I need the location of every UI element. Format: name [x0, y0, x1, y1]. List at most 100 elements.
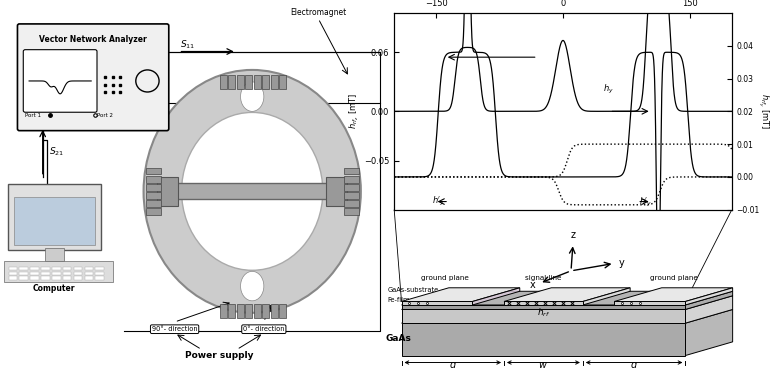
Ellipse shape: [182, 113, 323, 270]
Text: $g$: $g$: [630, 360, 638, 368]
Polygon shape: [401, 296, 733, 309]
Bar: [85, 267, 93, 270]
Text: signal line: signal line: [525, 275, 562, 280]
Bar: [19, 267, 28, 270]
Text: y: y: [618, 258, 624, 268]
Bar: [9, 276, 17, 280]
FancyBboxPatch shape: [23, 50, 97, 112]
Text: $h_y$: $h_y$: [604, 83, 615, 96]
Bar: [63, 276, 71, 280]
Bar: [8, 184, 101, 250]
Text: ground plane: ground plane: [421, 275, 469, 280]
Text: $S_{11}$: $S_{11}$: [180, 38, 196, 51]
Polygon shape: [401, 301, 473, 305]
Ellipse shape: [144, 70, 361, 313]
Polygon shape: [401, 288, 520, 301]
Bar: [95, 267, 104, 270]
Text: $h'_y$: $h'_y$: [639, 196, 653, 209]
Text: 0°- direction: 0°- direction: [243, 326, 285, 332]
Text: $h'_y$: $h'_y$: [432, 195, 445, 208]
Bar: [74, 272, 82, 275]
Bar: [146, 208, 161, 215]
Polygon shape: [583, 288, 630, 305]
Bar: [237, 75, 244, 89]
Bar: [228, 75, 235, 89]
Polygon shape: [685, 296, 733, 323]
Ellipse shape: [241, 271, 264, 301]
Bar: [220, 75, 227, 89]
Bar: [45, 248, 64, 261]
Bar: [345, 168, 359, 174]
Bar: [245, 304, 252, 318]
Bar: [13, 197, 95, 245]
Bar: [157, 177, 178, 206]
Bar: [345, 184, 359, 191]
Polygon shape: [504, 301, 583, 305]
Polygon shape: [685, 291, 733, 309]
Polygon shape: [401, 309, 685, 323]
Text: GaAs: GaAs: [386, 334, 411, 343]
Text: Power supply: Power supply: [185, 351, 254, 360]
Text: z: z: [570, 230, 576, 240]
Bar: [146, 168, 161, 174]
Bar: [85, 272, 93, 275]
FancyBboxPatch shape: [17, 24, 169, 131]
Text: $w$: $w$: [539, 360, 549, 368]
Bar: [345, 192, 359, 199]
Bar: [228, 304, 235, 318]
Bar: [345, 176, 359, 183]
Text: GaAs-substrate: GaAs-substrate: [388, 287, 439, 293]
Text: $g$: $g$: [449, 360, 456, 368]
Bar: [254, 75, 261, 89]
Bar: [146, 176, 161, 183]
Bar: [30, 272, 39, 275]
Bar: [63, 267, 71, 270]
Bar: [4, 261, 113, 282]
Bar: [41, 272, 50, 275]
Polygon shape: [401, 309, 733, 323]
Polygon shape: [401, 323, 685, 355]
Bar: [220, 304, 227, 318]
Bar: [271, 75, 278, 89]
Bar: [85, 276, 93, 280]
Bar: [74, 267, 82, 270]
Bar: [254, 304, 261, 318]
Bar: [262, 304, 269, 318]
Text: ground plane: ground plane: [650, 275, 698, 280]
Ellipse shape: [241, 82, 264, 112]
Polygon shape: [685, 288, 733, 305]
Y-axis label: $h_{rf_y}$ [mT]: $h_{rf_y}$ [mT]: [757, 93, 771, 130]
Bar: [146, 184, 161, 191]
Bar: [52, 272, 61, 275]
Polygon shape: [615, 301, 685, 305]
Text: Vector Network Analyzer: Vector Network Analyzer: [40, 35, 147, 44]
Text: x: x: [530, 280, 535, 290]
Bar: [41, 276, 50, 280]
Polygon shape: [473, 288, 520, 305]
Polygon shape: [615, 288, 733, 301]
Bar: [95, 272, 104, 275]
Polygon shape: [685, 309, 733, 355]
Text: $h_{rf}$: $h_{rf}$: [537, 307, 550, 319]
Bar: [245, 75, 252, 89]
Bar: [30, 267, 39, 270]
Text: $S_{21}$: $S_{21}$: [49, 146, 64, 158]
Text: Electromagnet: Electromagnet: [290, 8, 346, 17]
Bar: [326, 177, 348, 206]
Y-axis label: $h_{rf_z}$ [mT]: $h_{rf_z}$ [mT]: [348, 93, 361, 130]
Text: 90°- direction: 90°- direction: [152, 326, 197, 332]
Bar: [146, 200, 161, 207]
Polygon shape: [504, 288, 630, 301]
Bar: [9, 267, 17, 270]
Bar: [74, 276, 82, 280]
Bar: [345, 200, 359, 207]
Bar: [41, 267, 50, 270]
Polygon shape: [401, 291, 733, 305]
Bar: [146, 192, 161, 199]
Text: Port 1: Port 1: [25, 113, 41, 118]
Polygon shape: [401, 305, 685, 309]
Bar: [237, 304, 244, 318]
Bar: [345, 208, 359, 215]
Bar: [279, 75, 286, 89]
Bar: [262, 75, 269, 89]
